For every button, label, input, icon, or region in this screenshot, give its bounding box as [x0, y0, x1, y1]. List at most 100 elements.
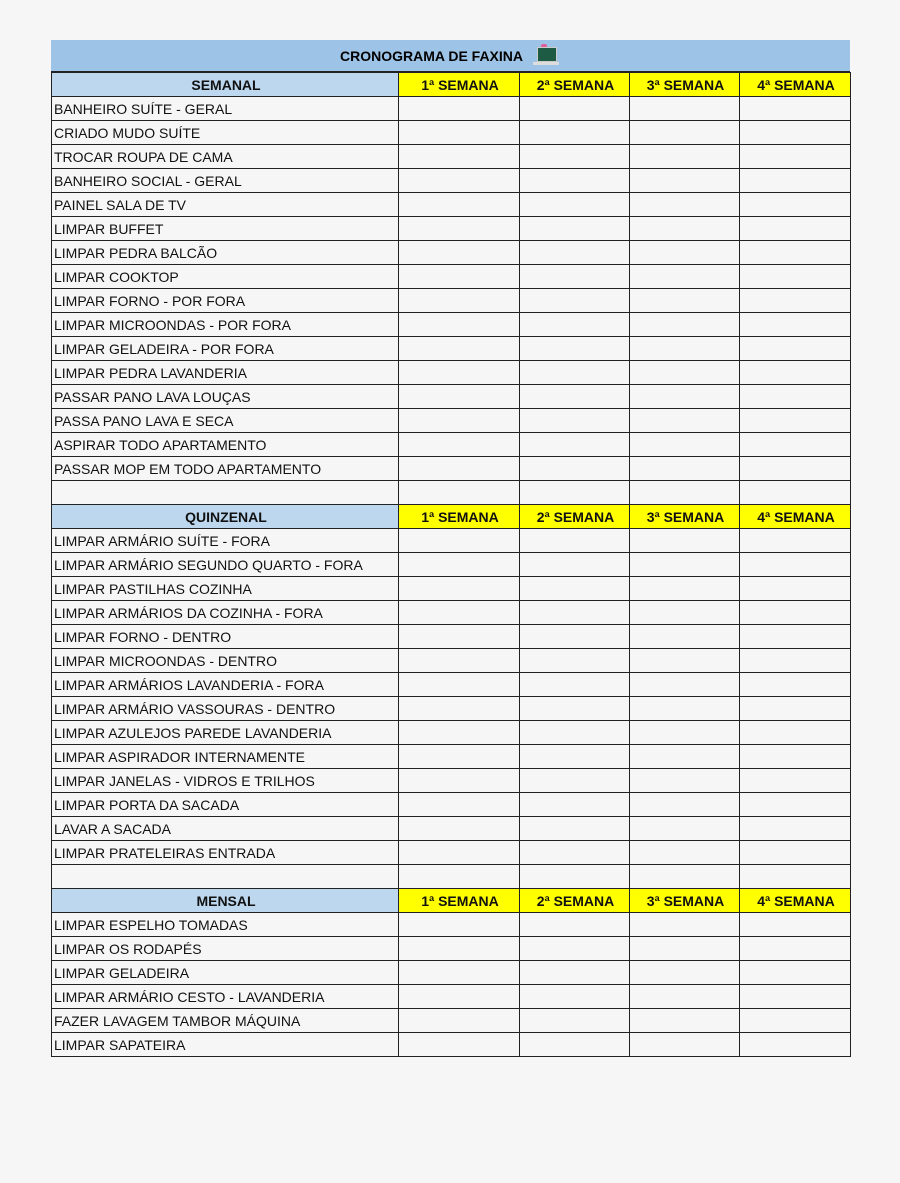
week-check-cell-2[interactable]	[519, 960, 630, 985]
week-check-cell-3[interactable]	[629, 96, 740, 121]
week-check-cell-4[interactable]	[739, 840, 851, 865]
week-check-cell-4[interactable]	[739, 576, 851, 601]
week-check-cell-3[interactable]	[629, 360, 740, 385]
week-check-cell-2[interactable]	[519, 600, 630, 625]
week-check-cell-1[interactable]	[398, 456, 520, 481]
week-check-cell-1[interactable]	[398, 912, 520, 937]
week-check-cell-2[interactable]	[519, 744, 630, 769]
week-check-cell-4[interactable]	[739, 1008, 851, 1033]
empty-cell[interactable]	[51, 480, 399, 505]
week-check-cell-4[interactable]	[739, 216, 851, 241]
week-check-cell-1[interactable]	[398, 576, 520, 601]
week-check-cell-3[interactable]	[629, 216, 740, 241]
week-check-cell-1[interactable]	[398, 936, 520, 961]
week-check-cell-3[interactable]	[629, 264, 740, 289]
week-check-cell-4[interactable]	[739, 456, 851, 481]
week-check-cell-2[interactable]	[519, 720, 630, 745]
week-check-cell-4[interactable]	[739, 600, 851, 625]
empty-cell[interactable]	[739, 480, 851, 505]
week-check-cell-3[interactable]	[629, 432, 740, 457]
week-check-cell-1[interactable]	[398, 984, 520, 1009]
week-check-cell-1[interactable]	[398, 288, 520, 313]
week-check-cell-4[interactable]	[739, 744, 851, 769]
week-check-cell-4[interactable]	[739, 144, 851, 169]
week-check-cell-1[interactable]	[398, 360, 520, 385]
week-check-cell-3[interactable]	[629, 192, 740, 217]
week-check-cell-2[interactable]	[519, 144, 630, 169]
week-check-cell-1[interactable]	[398, 1032, 520, 1057]
week-check-cell-1[interactable]	[398, 216, 520, 241]
week-check-cell-1[interactable]	[398, 792, 520, 817]
week-check-cell-3[interactable]	[629, 720, 740, 745]
week-check-cell-2[interactable]	[519, 360, 630, 385]
week-check-cell-3[interactable]	[629, 960, 740, 985]
week-check-cell-3[interactable]	[629, 744, 740, 769]
week-check-cell-4[interactable]	[739, 120, 851, 145]
week-check-cell-2[interactable]	[519, 432, 630, 457]
week-check-cell-4[interactable]	[739, 696, 851, 721]
week-check-cell-1[interactable]	[398, 264, 520, 289]
week-check-cell-1[interactable]	[398, 96, 520, 121]
week-check-cell-2[interactable]	[519, 336, 630, 361]
week-check-cell-3[interactable]	[629, 648, 740, 673]
week-check-cell-2[interactable]	[519, 96, 630, 121]
week-check-cell-1[interactable]	[398, 1008, 520, 1033]
week-check-cell-2[interactable]	[519, 912, 630, 937]
week-check-cell-3[interactable]	[629, 600, 740, 625]
week-check-cell-3[interactable]	[629, 840, 740, 865]
week-check-cell-4[interactable]	[739, 720, 851, 745]
week-check-cell-4[interactable]	[739, 408, 851, 433]
week-check-cell-2[interactable]	[519, 456, 630, 481]
week-check-cell-2[interactable]	[519, 576, 630, 601]
week-check-cell-1[interactable]	[398, 648, 520, 673]
week-check-cell-1[interactable]	[398, 672, 520, 697]
week-check-cell-2[interactable]	[519, 240, 630, 265]
week-check-cell-3[interactable]	[629, 288, 740, 313]
week-check-cell-3[interactable]	[629, 120, 740, 145]
week-check-cell-3[interactable]	[629, 624, 740, 649]
week-check-cell-2[interactable]	[519, 552, 630, 577]
week-check-cell-4[interactable]	[739, 936, 851, 961]
week-check-cell-2[interactable]	[519, 696, 630, 721]
week-check-cell-3[interactable]	[629, 144, 740, 169]
empty-cell[interactable]	[629, 480, 740, 505]
week-check-cell-3[interactable]	[629, 408, 740, 433]
week-check-cell-1[interactable]	[398, 552, 520, 577]
week-check-cell-4[interactable]	[739, 168, 851, 193]
week-check-cell-3[interactable]	[629, 816, 740, 841]
week-check-cell-3[interactable]	[629, 912, 740, 937]
week-check-cell-4[interactable]	[739, 240, 851, 265]
week-check-cell-4[interactable]	[739, 312, 851, 337]
week-check-cell-1[interactable]	[398, 192, 520, 217]
week-check-cell-1[interactable]	[398, 960, 520, 985]
week-check-cell-3[interactable]	[629, 936, 740, 961]
week-check-cell-3[interactable]	[629, 552, 740, 577]
week-check-cell-1[interactable]	[398, 408, 520, 433]
week-check-cell-3[interactable]	[629, 672, 740, 697]
week-check-cell-2[interactable]	[519, 672, 630, 697]
week-check-cell-2[interactable]	[519, 840, 630, 865]
week-check-cell-4[interactable]	[739, 288, 851, 313]
week-check-cell-4[interactable]	[739, 624, 851, 649]
week-check-cell-1[interactable]	[398, 840, 520, 865]
week-check-cell-4[interactable]	[739, 768, 851, 793]
week-check-cell-3[interactable]	[629, 336, 740, 361]
week-check-cell-4[interactable]	[739, 648, 851, 673]
week-check-cell-2[interactable]	[519, 120, 630, 145]
week-check-cell-2[interactable]	[519, 192, 630, 217]
week-check-cell-1[interactable]	[398, 384, 520, 409]
week-check-cell-4[interactable]	[739, 336, 851, 361]
week-check-cell-4[interactable]	[739, 528, 851, 553]
week-check-cell-1[interactable]	[398, 624, 520, 649]
week-check-cell-3[interactable]	[629, 696, 740, 721]
week-check-cell-4[interactable]	[739, 96, 851, 121]
week-check-cell-1[interactable]	[398, 144, 520, 169]
week-check-cell-2[interactable]	[519, 768, 630, 793]
week-check-cell-1[interactable]	[398, 312, 520, 337]
week-check-cell-4[interactable]	[739, 1032, 851, 1057]
week-check-cell-1[interactable]	[398, 720, 520, 745]
week-check-cell-1[interactable]	[398, 336, 520, 361]
week-check-cell-2[interactable]	[519, 312, 630, 337]
week-check-cell-4[interactable]	[739, 816, 851, 841]
week-check-cell-4[interactable]	[739, 264, 851, 289]
